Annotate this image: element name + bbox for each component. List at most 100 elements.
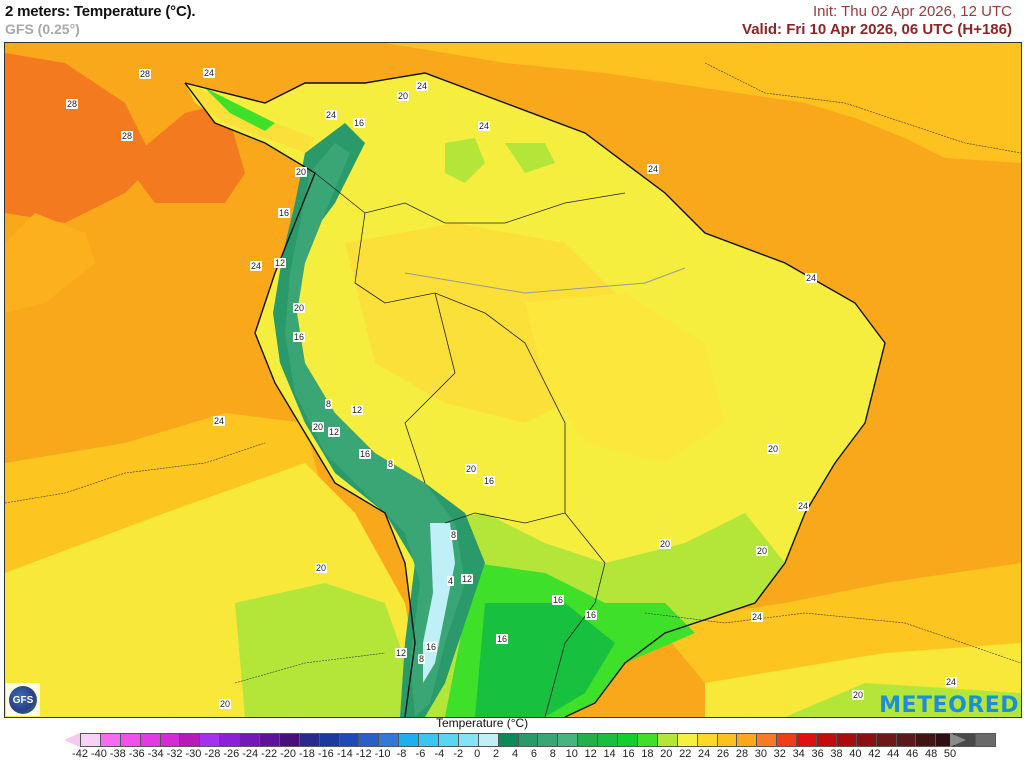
legend-tick: -24	[242, 748, 259, 760]
contour-label: 24	[250, 261, 263, 271]
legend-title: Temperature (°C)	[436, 716, 529, 730]
legend-swatch	[160, 733, 181, 747]
legend-swatch	[836, 733, 857, 747]
contour-label: 24	[416, 81, 429, 91]
legend-swatch	[876, 733, 897, 747]
legend-swatch	[399, 733, 420, 747]
contour-label: 20	[756, 546, 769, 556]
contour-label: 12	[328, 427, 341, 437]
legend-tick: 4	[511, 748, 519, 760]
contour-label: 16	[483, 476, 496, 486]
legend-swatch	[797, 733, 817, 747]
legend-swatch	[816, 733, 837, 747]
contour-label: 12	[395, 648, 408, 658]
contour-label: 16	[496, 634, 509, 644]
legend-tick: -26	[223, 748, 240, 760]
legend-swatch	[717, 733, 738, 747]
legend-tick: -6	[415, 748, 426, 760]
contour-label: 20	[315, 563, 328, 573]
contour-label: 8	[450, 530, 458, 540]
contour-label: 4	[447, 576, 455, 586]
legend-tick: -14	[336, 748, 353, 760]
temperature-map[interactable]: 28 28 28 24 24 24 20 16 24 20 16 24 24 12 20 16 24 24 8 12 2…	[4, 42, 1022, 718]
legend-tick: 32	[773, 748, 786, 760]
contour-label: 16	[278, 208, 291, 218]
contour-label: 24	[203, 68, 216, 78]
legend-swatch	[80, 733, 101, 747]
legend-swatch	[180, 733, 201, 747]
legend-tick: -34	[147, 748, 164, 760]
legend-swatch	[856, 733, 877, 747]
legend-tick: -42	[72, 748, 88, 760]
legend-swatch	[458, 733, 479, 747]
legend-tick: 8	[549, 748, 556, 760]
init-time: Init: Thu 02 Apr 2026, 12 UTC	[812, 3, 1012, 20]
legend-over-arrow	[950, 733, 966, 747]
legend-tick: -2	[453, 748, 464, 760]
model-label: GFS (0.25°)	[5, 21, 80, 37]
legend-tick: -8	[396, 748, 407, 760]
contour-label: 20	[465, 464, 478, 474]
contour-label: 16	[585, 610, 598, 620]
contour-label: 20	[397, 91, 410, 101]
legend-tick: 16	[622, 748, 635, 760]
legend-tick: 20	[660, 748, 673, 760]
legend-swatch	[677, 733, 698, 747]
legend-swatch	[777, 733, 798, 747]
contour-label: 24	[213, 416, 226, 426]
legend-tick: 40	[849, 748, 862, 760]
legend-tick: -32	[166, 748, 183, 760]
contour-label: 28	[139, 69, 152, 79]
contour-label: 20	[219, 699, 232, 709]
contour-label: 8	[325, 399, 333, 409]
contour-label: 20	[295, 167, 308, 177]
contour-label: 24	[805, 273, 818, 283]
legend-tick: 36	[811, 748, 824, 760]
legend-tick: 0	[474, 748, 481, 760]
globe-icon: GFS	[9, 686, 37, 714]
contour-label: 20	[659, 539, 672, 549]
legend-swatch	[757, 733, 778, 747]
legend-tick: 26	[716, 748, 730, 760]
contour-label: 20	[767, 444, 780, 454]
legend-tick: 10	[565, 748, 578, 760]
legend-tick: -28	[204, 748, 221, 760]
color-legend	[80, 733, 996, 747]
contour-label: 20	[312, 422, 325, 432]
map-canvas	[5, 43, 1021, 717]
gfs-logo: GFS	[6, 683, 40, 716]
contour-label: 16	[552, 595, 565, 605]
legend-tick: -40	[90, 748, 107, 760]
contour-label: 28	[121, 131, 134, 141]
legend-swatch	[379, 733, 400, 747]
legend-swatch	[896, 733, 917, 747]
legend-swatch	[200, 733, 221, 747]
legend-tick: 14	[603, 748, 616, 760]
legend-tick: 30	[754, 748, 767, 760]
legend-swatch	[498, 733, 519, 747]
legend-swatch	[100, 733, 121, 747]
contour-label: 24	[751, 612, 764, 622]
map-title: 2 meters: Temperature (°C).	[5, 3, 196, 20]
legend-tick: 2	[493, 748, 500, 760]
valid-time: Valid: Fri 10 Apr 2026, 06 UTC (H+186)	[742, 21, 1012, 38]
legend-tick: 34	[792, 748, 805, 760]
legend-swatch	[140, 733, 161, 747]
legend-swatch	[220, 733, 241, 747]
legend-tick: 38	[830, 748, 843, 760]
contour-label: 24	[647, 164, 660, 174]
legend-swatch	[240, 733, 261, 747]
legend-tick: -30	[185, 748, 202, 760]
legend-tick: 6	[530, 748, 537, 760]
contour-label: 12	[461, 574, 474, 584]
legend-swatch	[538, 733, 559, 747]
legend-tick: 50	[943, 748, 957, 760]
legend-swatch	[518, 733, 539, 747]
legend-swatch	[339, 733, 360, 747]
legend-swatch	[697, 733, 718, 747]
legend-tick: -20	[280, 748, 296, 760]
contour-label: 24	[325, 110, 338, 120]
legend-tick: 42	[868, 748, 881, 760]
legend-swatch	[637, 733, 658, 747]
legend-swatch	[478, 733, 499, 747]
